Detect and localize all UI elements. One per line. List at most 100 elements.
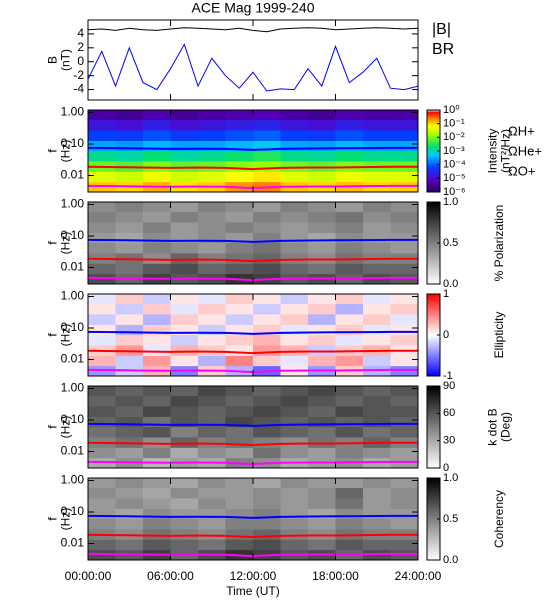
heatmap-cell (280, 294, 309, 304)
heatmap-cell (308, 436, 336, 448)
heatmap-cell (363, 508, 391, 520)
heatmap-cell (280, 221, 309, 233)
heatmap-cell (308, 242, 336, 254)
heatmap-cell (390, 303, 418, 315)
colorbar-label: % Polarization (492, 205, 506, 282)
heatmap-cell (280, 395, 309, 407)
series-line (88, 257, 418, 263)
heatmap-cell (308, 528, 336, 540)
heatmap-cell (225, 478, 254, 488)
heatmap-cell (143, 252, 171, 264)
heatmap-cell (143, 232, 171, 244)
heatmap-cell (390, 181, 418, 192)
heatmap-cell (280, 202, 309, 212)
heatmap-cell (280, 478, 309, 488)
heatmap-cell (308, 395, 336, 407)
heatmap-cell (280, 539, 309, 551)
heatmap-cell (143, 487, 171, 499)
heatmap-cell (198, 539, 226, 551)
heatmap-cell (225, 263, 254, 275)
heatmap-cell (253, 344, 281, 356)
heatmap-cell (170, 487, 199, 499)
heatmap-cell (363, 221, 391, 233)
heatmap-cell (115, 539, 144, 551)
heatmap-cell (335, 119, 364, 131)
heatmap-cell (308, 119, 336, 131)
colorbar-tick-label: 0.0 (443, 278, 458, 290)
heatmap-cell (170, 110, 199, 120)
heatmap-cell (225, 355, 254, 367)
chart-title: ACE Mag 1999-240 (192, 0, 315, 16)
y-axis-label: (Hz) (59, 140, 73, 163)
heatmap-cell (390, 150, 418, 162)
colorbar-tick-label: -1 (443, 370, 453, 382)
heatmap-cell (198, 508, 226, 520)
heatmap-cell (308, 150, 336, 162)
y-tick-label: 0.10 (61, 412, 85, 426)
heatmap-cell (198, 211, 226, 223)
heatmap-cell (198, 497, 226, 509)
heatmap-cell (253, 478, 281, 488)
heatmap-cell (225, 405, 254, 417)
heatmap-cell (225, 242, 254, 254)
heatmap-cell (253, 426, 281, 438)
heatmap-cell (115, 313, 144, 325)
heatmap-cell (198, 160, 226, 172)
heatmap-cell (308, 324, 336, 336)
heatmap-cell (88, 242, 116, 254)
heatmap-cell (198, 334, 226, 346)
y-axis-label: (Hz) (59, 324, 73, 347)
heatmap-cell (308, 344, 336, 356)
heatmap-cell (115, 416, 144, 428)
heatmap-cell (115, 303, 144, 315)
series-line (88, 330, 418, 335)
heatmap-cell (225, 386, 254, 396)
heatmap-cell (170, 294, 199, 304)
heatmap-cell (115, 242, 144, 254)
heatmap-cell (390, 263, 418, 275)
heatmap-cell (308, 447, 336, 459)
colorbar-tick-label: 0 (443, 462, 449, 474)
heatmap-cell (170, 405, 199, 417)
heatmap-cell (115, 426, 144, 438)
heatmap-cell (115, 150, 144, 162)
heatmap-cell (335, 416, 364, 428)
y-axis-label: f (46, 517, 60, 521)
heatmap-cell (170, 436, 199, 448)
x-axis-label: Time (UT) (226, 584, 280, 598)
colorbar-tick-label: 10⁻³ (443, 145, 465, 157)
colorbar-tick-label: 0.0 (443, 554, 458, 566)
colorbar-tick-label: 1.0 (443, 196, 458, 208)
y-tick-label: 0.01 (61, 352, 85, 366)
series-line (88, 441, 418, 447)
heatmap-cell (225, 539, 254, 551)
y-axis-label: (nT) (59, 49, 73, 71)
heatmap-cell (390, 497, 418, 509)
heatmap-cell (390, 221, 418, 233)
colorbar-tick-label: 10⁻² (443, 131, 465, 143)
heatmap-cell (198, 405, 226, 417)
heatmap-cell (280, 497, 309, 509)
colorbar-label: Ellipticity (492, 312, 506, 359)
y-tick-label: 0.01 (61, 168, 85, 182)
heatmap-cell (88, 395, 116, 407)
heatmap-cell (308, 232, 336, 244)
heatmap-cell (363, 416, 391, 428)
heatmap-cell (253, 416, 281, 428)
heatmap-cell (225, 436, 254, 448)
heatmap-cell (390, 365, 418, 376)
heatmap-cell (335, 395, 364, 407)
heatmap-cell (280, 150, 309, 162)
heatmap-cell (198, 252, 226, 264)
heatmap-cell (363, 242, 391, 254)
heatmap-cell (308, 386, 336, 396)
heatmap-cell (363, 303, 391, 315)
series-line (88, 43, 418, 92)
heatmap-cell (198, 416, 226, 428)
heatmap-cell (198, 344, 226, 356)
heatmap-cell (143, 539, 171, 551)
colorbar-tick-label: 60 (443, 407, 455, 419)
heatmap-cell (115, 110, 144, 120)
y-tick-label: -4 (73, 82, 84, 96)
heatmap-cell (390, 202, 418, 212)
